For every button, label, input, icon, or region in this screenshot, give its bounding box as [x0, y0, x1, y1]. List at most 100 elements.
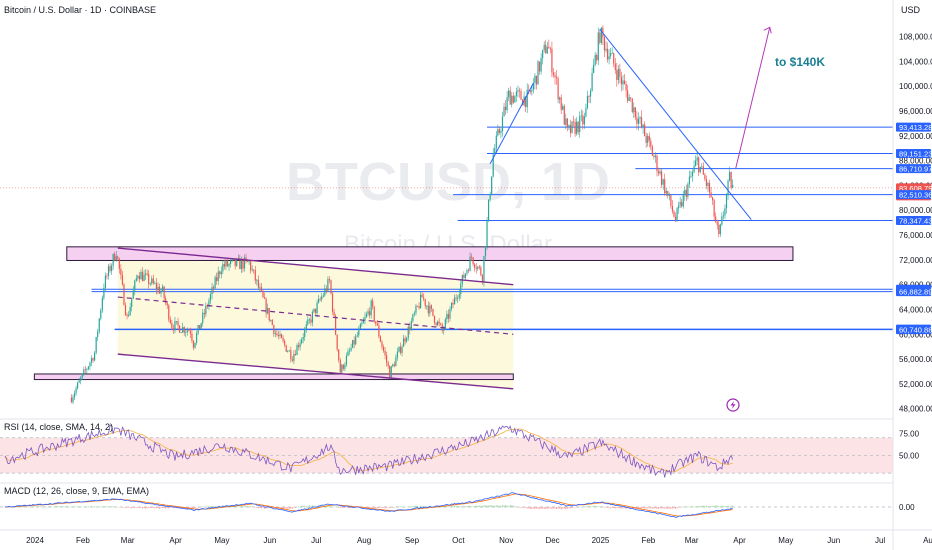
macd-histogram-bar — [111, 506, 113, 508]
x-tick-label: Au — [923, 536, 932, 545]
macd-histogram-bar — [685, 506, 687, 508]
macd-histogram-bar — [413, 506, 415, 508]
candle — [594, 51, 596, 67]
candle — [356, 331, 358, 338]
candle — [137, 274, 139, 281]
macd-histogram-bar — [209, 506, 211, 508]
macd-histogram-bar — [165, 507, 167, 509]
candle — [304, 326, 306, 341]
candle — [605, 41, 607, 53]
macd-histogram-bar — [488, 505, 490, 508]
channel-lower-line[interactable] — [117, 353, 514, 390]
candle — [192, 339, 195, 351]
candle — [645, 132, 647, 148]
candle — [131, 298, 133, 312]
macd-histogram-bar — [693, 506, 695, 508]
candle — [657, 167, 660, 177]
candle — [724, 204, 726, 220]
candle — [158, 283, 161, 295]
candle — [525, 96, 527, 113]
candle — [174, 316, 176, 334]
trendline-0[interactable] — [599, 28, 752, 220]
candle — [508, 87, 510, 102]
macd-histogram-bar — [687, 506, 689, 508]
price-tag[interactable]: 78,347.43 — [896, 215, 932, 226]
macd-histogram-bar — [328, 506, 330, 508]
y-tick-label: 100,000.00 — [899, 82, 932, 91]
price-tag[interactable]: 66,882.89 — [896, 287, 932, 297]
candle — [138, 271, 141, 283]
macd-histogram-bar — [617, 507, 619, 509]
price-tag[interactable]: 60,740.88 — [896, 325, 932, 335]
candle — [90, 355, 93, 367]
macd-histogram-bar — [284, 507, 286, 509]
macd-histogram-bar — [236, 505, 238, 508]
candle — [491, 176, 493, 196]
candle — [350, 343, 352, 352]
candle — [342, 363, 344, 371]
x-tick-label: Apr — [733, 536, 746, 545]
candle — [457, 295, 459, 303]
candle — [613, 52, 615, 68]
price-tag[interactable]: 86,710.97 — [896, 164, 932, 174]
macd-histogram-bar — [115, 506, 117, 508]
candle — [305, 320, 307, 333]
macd-histogram-bar — [281, 507, 283, 509]
drawings-layer[interactable] — [117, 26, 772, 390]
x-tick-label: Sep — [405, 536, 420, 545]
candle — [608, 49, 610, 65]
projection-arrow[interactable] — [735, 27, 771, 169]
macd-histogram-bar — [46, 506, 48, 508]
macd-histogram-bar — [311, 505, 313, 508]
candle — [497, 124, 499, 137]
candle — [293, 350, 295, 365]
macd-histogram-bar — [656, 507, 658, 509]
macd-histogram-bar — [704, 505, 706, 508]
candle — [144, 269, 147, 280]
price-tag[interactable]: 89,151.23 — [896, 148, 932, 159]
macd-histogram-bar — [55, 506, 57, 508]
candle — [687, 182, 689, 200]
macd-histogram-bar — [557, 507, 559, 509]
candle — [188, 328, 190, 332]
x-tick-label: May — [778, 536, 793, 545]
candle — [704, 172, 706, 182]
candle — [665, 187, 667, 197]
channel-middle-line[interactable] — [117, 296, 514, 335]
candle — [239, 254, 241, 270]
lightning-icon[interactable] — [726, 398, 740, 412]
macd-histogram-bar — [532, 507, 534, 509]
channel-upper-line[interactable] — [117, 247, 514, 286]
price-tag[interactable]: 82,510.36 — [896, 190, 932, 200]
supply-zone-1[interactable] — [33, 373, 514, 381]
macd-histogram-bar — [132, 507, 134, 508]
candle — [576, 117, 578, 136]
currency-label[interactable]: USD — [901, 5, 921, 15]
macd-histogram-bar — [480, 505, 482, 508]
candle — [112, 253, 114, 270]
macd-histogram-bar — [77, 506, 79, 508]
candle — [610, 47, 612, 59]
candle — [455, 293, 457, 302]
candle — [673, 210, 675, 218]
candle — [549, 46, 551, 54]
price-tag[interactable]: 93,413.28 — [896, 122, 932, 132]
candle — [270, 319, 272, 322]
candle — [628, 94, 630, 102]
macd-pane[interactable] — [0, 482, 932, 518]
macd-histogram-bar — [213, 506, 215, 508]
rsi-pane[interactable] — [0, 418, 932, 478]
target-annotation[interactable]: to $140K — [775, 55, 825, 69]
trendline-1[interactable] — [489, 82, 534, 164]
candle — [436, 320, 439, 327]
macd-histogram-bar — [29, 506, 31, 508]
macd-histogram-bar — [566, 507, 568, 509]
macd-histogram-bar — [614, 507, 616, 509]
candle — [72, 394, 74, 405]
macd-histogram-bar — [559, 507, 561, 509]
candle — [322, 292, 324, 298]
candle — [566, 118, 568, 132]
supply-zone-0[interactable] — [66, 246, 794, 261]
macd-histogram-bar — [202, 506, 204, 508]
